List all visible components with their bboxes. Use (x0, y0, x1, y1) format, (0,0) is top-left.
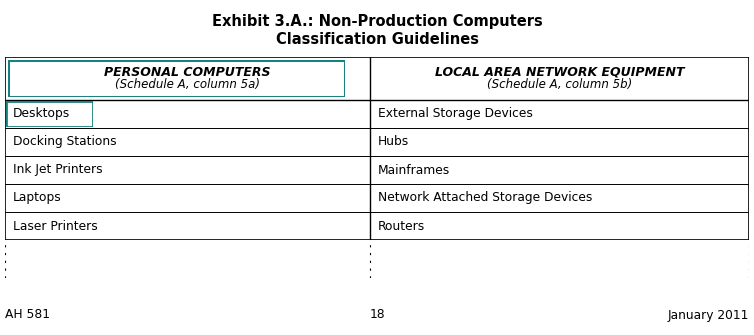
Text: Exhibit 3.A.: Non-Production Computers: Exhibit 3.A.: Non-Production Computers (212, 14, 542, 29)
Text: 18: 18 (369, 309, 385, 322)
Text: (Schedule A, column 5a): (Schedule A, column 5a) (115, 78, 260, 91)
Text: Classification Guidelines: Classification Guidelines (275, 32, 479, 47)
Text: AH 581: AH 581 (5, 309, 50, 322)
Text: Laser Printers: Laser Printers (13, 219, 98, 232)
Text: Desktops: Desktops (13, 108, 70, 121)
Text: (Schedule A, column 5b): (Schedule A, column 5b) (486, 78, 632, 91)
Text: Mainframes: Mainframes (378, 163, 450, 177)
Text: Hubs: Hubs (378, 135, 409, 148)
Text: LOCAL AREA NETWORK EQUIPMENT: LOCAL AREA NETWORK EQUIPMENT (434, 66, 684, 79)
Text: Laptops: Laptops (13, 192, 62, 204)
Text: Network Attached Storage Devices: Network Attached Storage Devices (378, 192, 592, 204)
Text: Docking Stations: Docking Stations (13, 135, 117, 148)
Text: Ink Jet Printers: Ink Jet Printers (13, 163, 103, 177)
Text: Routers: Routers (378, 219, 425, 232)
Text: January 2011: January 2011 (667, 309, 749, 322)
Text: PERSONAL COMPUTERS: PERSONAL COMPUTERS (104, 66, 271, 79)
Text: External Storage Devices: External Storage Devices (378, 108, 532, 121)
